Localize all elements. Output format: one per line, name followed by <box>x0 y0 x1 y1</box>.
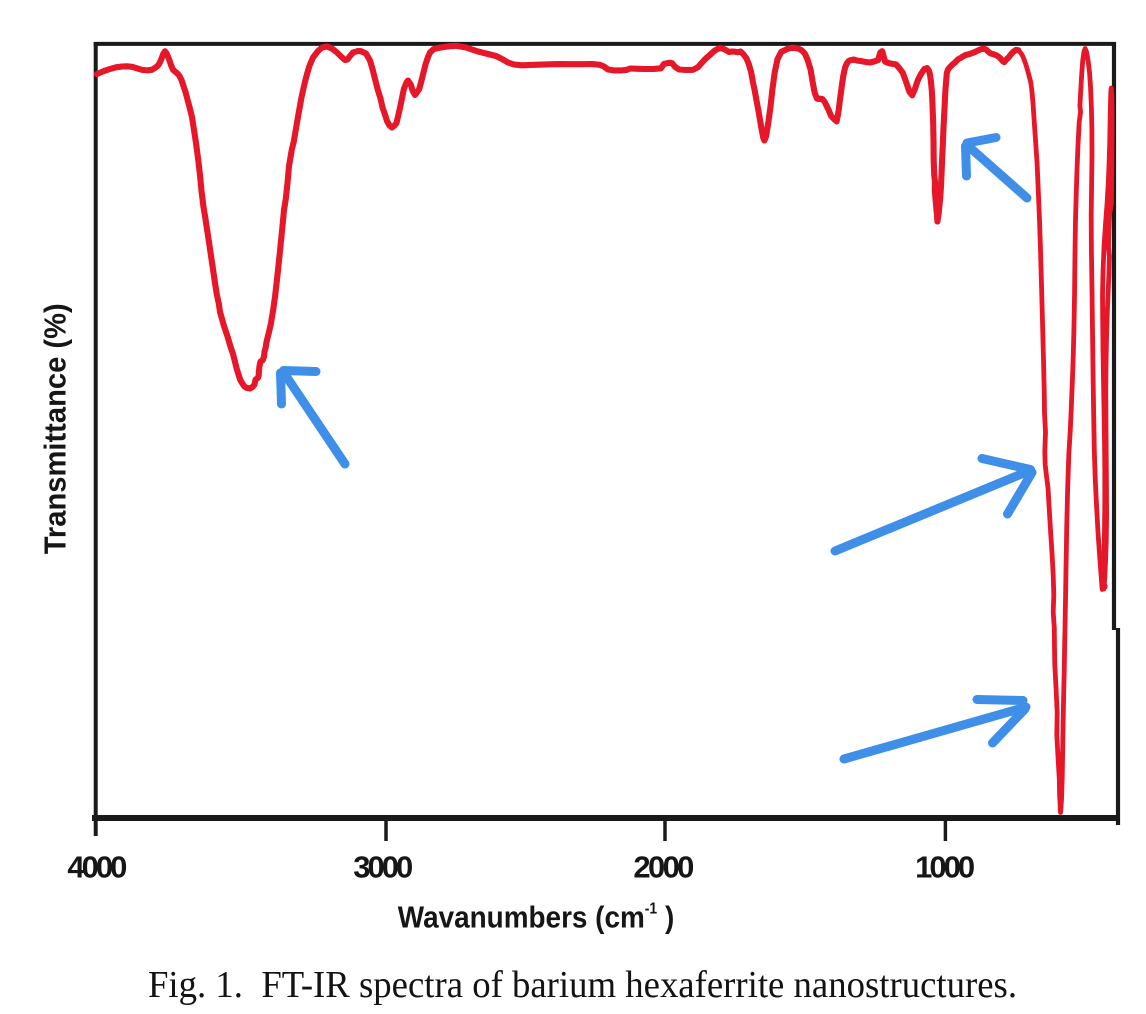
svg-text:2000: 2000 <box>633 850 694 885</box>
svg-text:1000: 1000 <box>915 850 975 885</box>
svg-text:Fig. 1. FT-IR spectra of bari: Fig. 1. FT-IR spectra of barium hexaferr… <box>148 964 1017 1006</box>
svg-text:3000: 3000 <box>353 850 413 885</box>
svg-text:Wavanumbers (cm-1 ): Wavanumbers (cm-1 ) <box>398 900 674 935</box>
svg-text:Transmittance (%): Transmittance (%) <box>39 303 73 554</box>
svg-text:4000: 4000 <box>67 850 127 885</box>
